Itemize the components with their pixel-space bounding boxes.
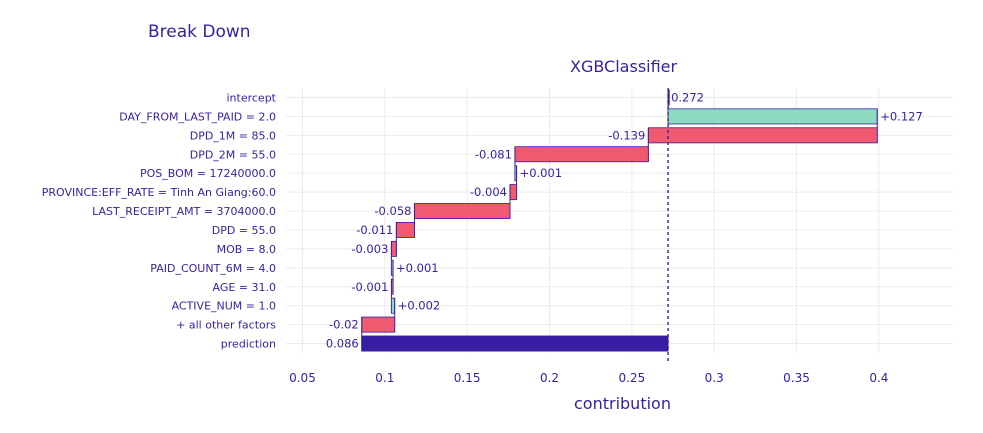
value-label-7: -0.011 — [356, 223, 393, 237]
value-label-8: -0.003 — [351, 242, 388, 256]
value-label-4: +0.001 — [520, 166, 563, 180]
value-label-11: +0.002 — [398, 299, 441, 313]
value-label-2: -0.139 — [608, 128, 645, 142]
x-tick-label-1: 0.1 — [375, 371, 394, 385]
value-label-6: -0.058 — [374, 204, 411, 218]
bar-3 — [514, 146, 649, 163]
bar-1 — [667, 108, 878, 125]
y-tick-label-12: + all other factors — [176, 319, 276, 332]
chart-title: Break Down — [148, 22, 251, 42]
x-tick-label-4: 0.25 — [618, 371, 645, 385]
value-label-3: -0.081 — [475, 147, 512, 161]
value-label-0: 0.272 — [671, 90, 704, 104]
y-tick-label-5: PROVINCE:EFF_RATE = Tinh An Giang:60.0 — [42, 186, 276, 199]
value-label-13: 0.086 — [326, 337, 359, 351]
y-tick-label-7: DPD = 55.0 — [212, 224, 276, 237]
bar-2 — [647, 127, 878, 144]
x-tick-label-3: 0.2 — [540, 371, 559, 385]
chart-subtitle: XGBClassifier — [570, 57, 678, 76]
bar-8 — [391, 240, 397, 257]
bar-12 — [361, 316, 396, 333]
y-tick-label-1: DAY_FROM_LAST_PAID = 2.0 — [119, 110, 276, 123]
bar-7 — [395, 221, 415, 238]
y-tick-label-11: ACTIVE_NUM = 1.0 — [172, 300, 276, 313]
x-tick-label-7: 0.4 — [869, 371, 888, 385]
value-label-1: +0.127 — [880, 109, 923, 123]
bar-13 — [361, 335, 669, 352]
y-tick-label-4: POS_BOM = 17240000.0 — [140, 167, 276, 180]
x-tick-label-5: 0.3 — [705, 371, 724, 385]
y-tick-label-10: AGE = 31.0 — [212, 281, 276, 294]
value-label-12: -0.02 — [329, 318, 359, 332]
bar-6 — [414, 203, 511, 220]
bar-5 — [509, 184, 517, 201]
y-tick-label-8: MOB = 8.0 — [217, 243, 276, 256]
y-tick-label-3: DPD_2M = 55.0 — [190, 148, 276, 161]
value-label-10: -0.001 — [351, 280, 388, 294]
y-tick-label-6: LAST_RECEIPT_AMT = 3704000.0 — [92, 205, 276, 218]
x-axis-label: contribution — [574, 394, 671, 413]
value-label-5: -0.004 — [470, 185, 507, 199]
x-tick-label-2: 0.15 — [454, 371, 481, 385]
y-tick-label-2: DPD_1M = 85.0 — [190, 129, 276, 142]
x-tick-label-0: 0.05 — [289, 371, 316, 385]
y-tick-label-0: intercept — [227, 91, 277, 104]
y-tick-label-13: prediction — [221, 338, 276, 351]
x-tick-label-6: 0.35 — [783, 371, 810, 385]
y-tick-label-9: PAID_COUNT_6M = 4.0 — [150, 262, 276, 275]
value-label-9: +0.001 — [396, 261, 439, 275]
